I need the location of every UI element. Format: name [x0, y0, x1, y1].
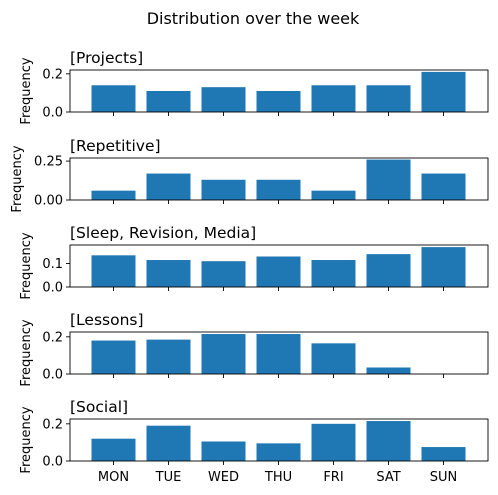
x-tick-label-sat: SAT	[376, 470, 400, 485]
bar-sun	[421, 173, 466, 200]
y-tick-label: 0.0	[42, 281, 63, 296]
bar-thu	[256, 256, 301, 287]
y-axis-label: Frequency	[19, 319, 34, 386]
bar-sat	[366, 159, 411, 200]
bar-sun	[421, 247, 466, 287]
bar-thu	[256, 179, 301, 200]
panel-title: [Lessons]	[70, 311, 144, 329]
bar-sun	[421, 447, 466, 461]
x-tick-label-sun: SUN	[430, 470, 458, 485]
bar-wed	[201, 179, 246, 200]
y-tick-label: 0.1	[42, 257, 63, 272]
bar-sat	[366, 421, 411, 461]
y-tick-label: 0.0	[42, 455, 63, 470]
x-tick-label-fri: FRI	[323, 470, 343, 485]
panel-1: [Repetitive] Frequency 0.00 0.25	[10, 137, 489, 213]
bar-fri	[311, 190, 356, 200]
bar-thu	[256, 443, 301, 461]
x-tick-label-mon: MON	[98, 470, 129, 485]
bar-sat	[366, 85, 411, 112]
x-tick-label-wed: WED	[208, 470, 239, 485]
bar-wed	[201, 334, 246, 374]
panel-0: [Projects] Frequency 0.0 0.2	[19, 49, 489, 125]
chart-panels: [Projects] Frequency 0.0 0.2 [Repetitive] Fre…	[10, 49, 489, 474]
axes-frame	[69, 418, 489, 462]
axes-frame	[69, 244, 489, 288]
bar-mon	[91, 190, 136, 200]
bar-wed	[201, 87, 246, 112]
x-axis-ticks: MON TUE WED THU FRI SAT SUN	[98, 470, 457, 485]
y-tick-label: 0.0	[42, 106, 63, 121]
bar-tue	[146, 425, 191, 461]
bar-thu	[256, 334, 301, 374]
bar-fri	[311, 85, 356, 112]
chart-title: Distribution over the week	[147, 9, 360, 28]
bar-fri	[311, 343, 356, 374]
bar-fri	[311, 423, 356, 461]
y-axis-label: Frequency	[10, 145, 25, 212]
y-axis-label: Frequency	[19, 406, 34, 473]
y-tick-label: 0.2	[42, 417, 63, 432]
panel-title: [Repetitive]	[70, 137, 161, 155]
bar-wed	[201, 261, 246, 287]
bar-tue	[146, 260, 191, 287]
axes-frame	[69, 331, 489, 375]
bar-tue	[146, 91, 191, 112]
bar-thu	[256, 91, 301, 112]
bar-sat	[366, 254, 411, 287]
panel-4: [Social] Frequency 0.0 0.2	[19, 398, 489, 474]
bar-tue	[146, 339, 191, 374]
x-tick-label-thu: THU	[264, 470, 292, 485]
bar-wed	[201, 441, 246, 461]
y-tick-label: 0.25	[34, 155, 63, 170]
panel-2: [Sleep, Revision, Media] Frequency 0.0 0.1	[19, 224, 489, 300]
y-tick-label: 0.0	[42, 368, 63, 383]
axes-frame	[69, 69, 489, 113]
panel-3: [Lessons] Frequency 0.0 0.2	[19, 311, 489, 387]
panel-title: [Social]	[70, 398, 128, 416]
bar-mon	[91, 85, 136, 112]
bar-sat	[366, 367, 411, 374]
panel-title: [Projects]	[70, 49, 143, 67]
bar-sun	[421, 71, 466, 112]
y-tick-label: 0.00	[34, 194, 63, 209]
bar-mon	[91, 438, 136, 461]
x-tick-label-tue: TUE	[155, 470, 182, 485]
bar-fri	[311, 260, 356, 287]
y-tick-label: 0.2	[42, 67, 63, 82]
y-tick-label: 0.2	[42, 330, 63, 345]
bar-mon	[91, 255, 136, 287]
bar-tue	[146, 173, 191, 200]
axes-frame	[69, 157, 489, 201]
y-axis-label: Frequency	[19, 232, 34, 299]
y-axis-label: Frequency	[19, 57, 34, 124]
bar-mon	[91, 340, 136, 374]
panel-title: [Sleep, Revision, Media]	[70, 224, 256, 242]
